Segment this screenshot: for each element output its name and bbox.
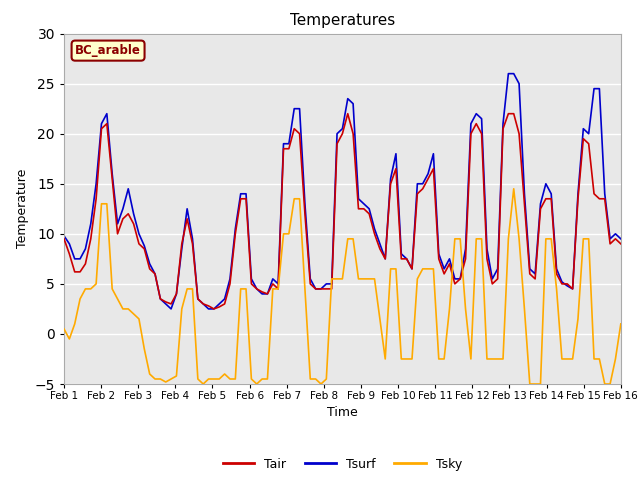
- Title: Temperatures: Temperatures: [290, 13, 395, 28]
- Y-axis label: Temperature: Temperature: [16, 169, 29, 249]
- Text: BC_arable: BC_arable: [75, 44, 141, 57]
- Legend: Tair, Tsurf, Tsky: Tair, Tsurf, Tsky: [218, 453, 467, 476]
- X-axis label: Time: Time: [327, 407, 358, 420]
